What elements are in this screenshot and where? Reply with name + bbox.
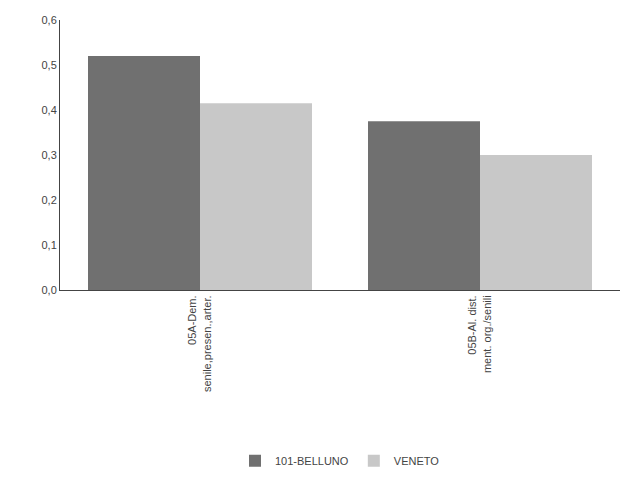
- svg-text:0,4: 0,4: [42, 104, 57, 116]
- svg-text:0,2: 0,2: [42, 194, 57, 206]
- svg-text:0,1: 0,1: [42, 239, 57, 251]
- svg-text:0,0: 0,0: [42, 284, 57, 296]
- svg-text:0,6: 0,6: [42, 14, 57, 26]
- svg-text:0,5: 0,5: [42, 59, 57, 71]
- svg-text:0,3: 0,3: [42, 149, 57, 161]
- svg-text:101-BELLUNO: 101-BELLUNO: [275, 455, 349, 467]
- svg-text:05A-Dem.senile,presen.,arter.: 05A-Dem.senile,presen.,arter.: [186, 295, 212, 392]
- svg-text:05B-Al. dist.ment. org./senili: 05B-Al. dist.ment. org./senili: [466, 295, 492, 373]
- svg-text:VENETO: VENETO: [394, 455, 439, 467]
